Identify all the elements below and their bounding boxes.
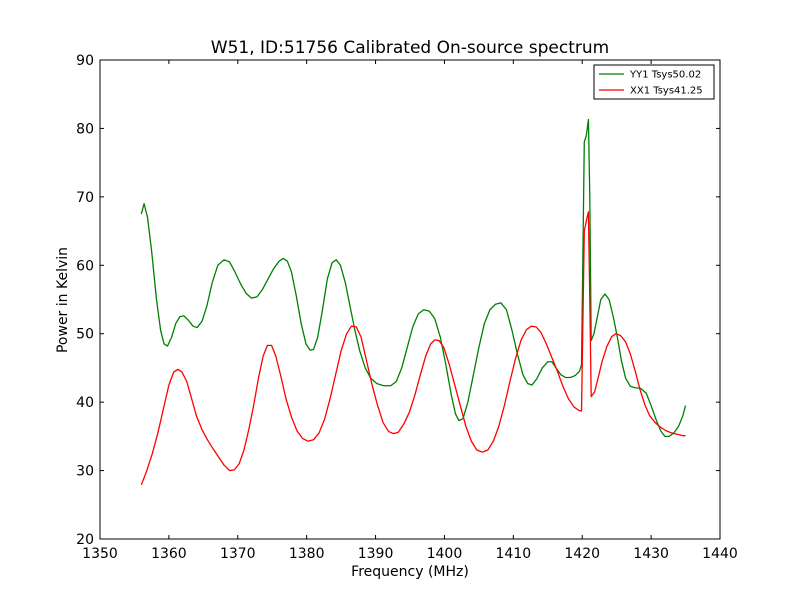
y-tick-label: 70 <box>76 190 94 206</box>
x-tick-label: 1440 <box>702 546 738 562</box>
x-tick-label: 1350 <box>82 546 118 562</box>
series-line-yy1 <box>140 118 687 438</box>
legend: YY1 Tsys50.02 XX1 Tsys41.25 <box>593 64 715 100</box>
y-tick-label: 40 <box>76 395 94 411</box>
x-tick-label: 1380 <box>289 546 325 562</box>
y-tick-label: 80 <box>76 121 94 137</box>
x-axis-label: Frequency (MHz) <box>351 564 469 580</box>
x-tick-label: 1400 <box>427 546 463 562</box>
legend-box <box>593 64 715 100</box>
y-tick-label: 60 <box>76 258 94 274</box>
chart-title: W51, ID:51756 Calibrated On-source spect… <box>211 38 609 58</box>
x-tick-label: 1430 <box>633 546 669 562</box>
y-tick-label: 20 <box>76 532 94 548</box>
series-layer <box>140 118 687 486</box>
plot-area: 1350 1360 1370 1380 1390 1400 1410 1420 1430 1440… <box>76 53 738 562</box>
y-tick-label: 30 <box>76 464 94 480</box>
series-line-xx1 <box>140 211 686 486</box>
plot-background <box>100 60 720 539</box>
x-tick-label: 1370 <box>220 546 256 562</box>
x-tick-label: 1410 <box>496 546 532 562</box>
legend-label-yy1: YY1 Tsys50.02 <box>629 70 701 81</box>
legend-label-xx1: XX1 Tsys41.25 <box>630 86 703 97</box>
y-axis-label: Power in Kelvin <box>55 247 71 353</box>
y-tick-label: 50 <box>76 327 94 343</box>
x-tick-label: 1360 <box>151 546 187 562</box>
ticks-layer: 1350 1360 1370 1380 1390 1400 1410 1420 1430 1440… <box>76 53 738 562</box>
y-tick-label: 90 <box>76 53 94 69</box>
x-tick-label: 1390 <box>358 546 394 562</box>
x-tick-label: 1420 <box>564 546 600 562</box>
plot-frame <box>99 59 721 540</box>
